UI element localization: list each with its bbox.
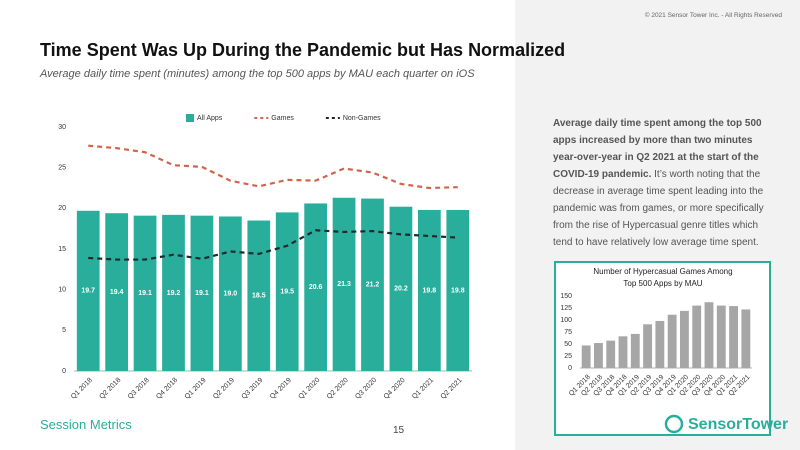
- bar: [332, 197, 356, 371]
- x-tick-label: Q2 2021: [440, 377, 464, 401]
- bar: [247, 220, 271, 371]
- data-label: 19.8: [423, 287, 437, 294]
- bar: [704, 302, 714, 368]
- data-label: 21.3: [337, 281, 351, 288]
- x-tick-label: Q3 2020: [354, 377, 378, 401]
- x-tick-label: Q3 2018: [127, 377, 151, 401]
- copyright: © 2021 Sensor Tower Inc. - All Rights Re…: [644, 12, 782, 19]
- x-tick-label: Q4 2019: [269, 377, 293, 401]
- bar: [680, 310, 689, 368]
- bar: [594, 343, 603, 368]
- subtitle: Average daily time spent (minutes) among…: [40, 68, 475, 80]
- data-label: 19.4: [110, 289, 124, 296]
- bar: [655, 320, 665, 368]
- data-label: 19.8: [451, 287, 465, 294]
- y-tick-label: 15: [58, 246, 66, 253]
- y-tick-label: 0: [568, 365, 572, 372]
- bar: [76, 210, 100, 371]
- y-tick-label: 5: [62, 327, 66, 334]
- legend-label: All Apps: [197, 115, 223, 122]
- section: Session Metrics: [40, 417, 132, 432]
- x-tick-label: Q1 2019: [184, 377, 208, 401]
- bar: [643, 324, 652, 368]
- bar: [667, 314, 677, 368]
- x-tick-label: Q2 2019: [212, 377, 236, 401]
- bar: [304, 203, 328, 371]
- logo-icon: [664, 414, 684, 434]
- x-tick-label: Q4 2020: [383, 377, 407, 401]
- y-tick-label: 20: [58, 205, 66, 212]
- data-label: 21.2: [366, 282, 380, 289]
- title: Time Spent Was Up During the Pandemic bu…: [40, 40, 566, 60]
- data-label: 18.5: [252, 293, 266, 300]
- bar: [162, 214, 185, 371]
- bar: [692, 305, 702, 368]
- data-label: 19.1: [138, 290, 152, 297]
- y-tick-label: 25: [564, 353, 572, 360]
- bar: [361, 198, 384, 371]
- bar: [618, 336, 628, 368]
- bar: [218, 216, 242, 371]
- bar: [275, 212, 299, 371]
- line: [88, 229, 458, 261]
- y-tick-label: 0: [62, 368, 66, 375]
- bar: [105, 213, 129, 371]
- bar: [581, 345, 591, 368]
- y-tick-label: 10: [58, 287, 66, 294]
- bar: [446, 209, 470, 371]
- x-tick-label: Q2 2020: [326, 377, 350, 401]
- x-tick-label: Q2 2018: [98, 377, 122, 401]
- y-tick-label: 50: [564, 341, 572, 348]
- bar: [741, 309, 751, 368]
- data-label: 19.0: [224, 291, 238, 298]
- y-tick-label: 75: [564, 329, 572, 336]
- data-label: 20.6: [309, 284, 323, 291]
- x-tick-label: Q1 2020: [297, 377, 321, 401]
- legend-swatch: [186, 114, 194, 122]
- legend-label: Games: [271, 115, 294, 122]
- data-label: 20.2: [394, 286, 408, 293]
- bar: [606, 340, 616, 368]
- x-tick-label: Q1 2018: [70, 377, 94, 401]
- data-label: 19.2: [167, 290, 181, 297]
- inset-title: Number of Hypercasual Games Among Top 50…: [593, 267, 733, 288]
- y-tick-label: 100: [560, 317, 572, 324]
- bar: [389, 206, 413, 371]
- bar: [716, 305, 726, 368]
- y-tick-label: 25: [58, 165, 66, 172]
- y-tick-label: 30: [58, 124, 66, 131]
- line: [88, 144, 458, 190]
- bar: [729, 306, 738, 368]
- bar: [630, 333, 640, 368]
- x-tick-label: Q3 2019: [241, 377, 265, 401]
- data-label: 19.7: [81, 288, 95, 295]
- page-number: 15: [393, 425, 405, 436]
- bar: [190, 215, 214, 371]
- y-tick-label: 125: [560, 305, 572, 312]
- data-label: 19.1: [195, 290, 209, 297]
- bar: [417, 209, 441, 371]
- y-tick-label: 150: [560, 293, 572, 300]
- narrative-text: It’s worth noting that the decrease in a…: [553, 169, 764, 248]
- narrative-bold: Average daily time spent among the top 5…: [553, 118, 762, 180]
- legend-label: Non-Games: [343, 115, 381, 122]
- x-tick-label: Q4 2018: [155, 377, 179, 401]
- x-tick-label: Q1 2021: [411, 377, 435, 401]
- bar: [133, 215, 157, 371]
- narrative: Average daily time spent among the top 5…: [553, 115, 771, 251]
- logo: SensorTower: [688, 416, 788, 433]
- data-label: 19.5: [280, 289, 294, 296]
